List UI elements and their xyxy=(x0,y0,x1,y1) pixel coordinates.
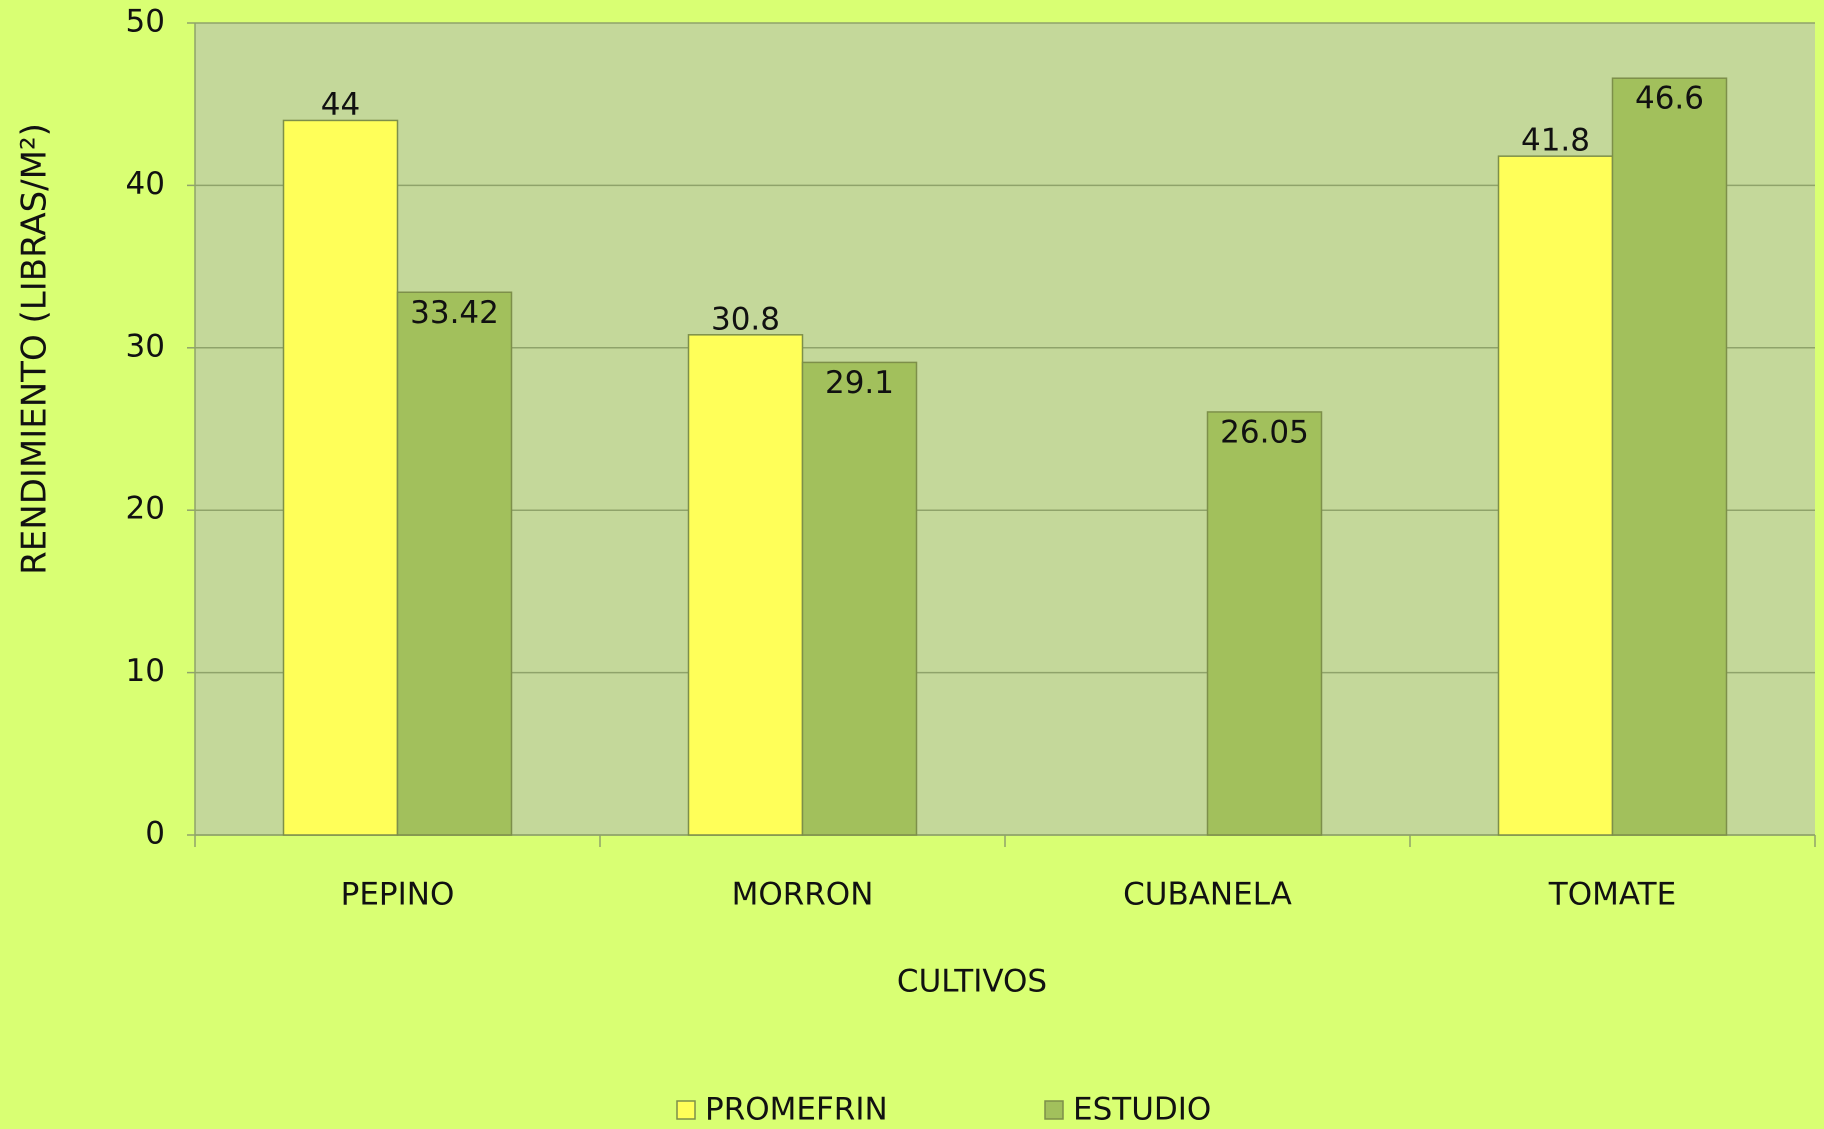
bar xyxy=(396,291,513,836)
legend-label: PROMEFRIN xyxy=(705,1092,888,1128)
legend-swatch xyxy=(676,1100,696,1120)
bar xyxy=(282,119,399,836)
y-tick-label: 0 xyxy=(145,816,165,852)
y-tick-label: 20 xyxy=(126,491,165,527)
bar xyxy=(1206,411,1323,836)
legend-label: ESTUDIO xyxy=(1073,1092,1211,1128)
bar xyxy=(687,334,804,836)
y-tick-label: 10 xyxy=(126,653,165,689)
x-tick-label: MORRON xyxy=(732,877,874,913)
data-label: 33.42 xyxy=(410,295,499,331)
data-label: 26.05 xyxy=(1220,414,1309,450)
data-label: 30.8 xyxy=(711,301,780,337)
x-tick-label: CUBANELA xyxy=(1123,877,1292,913)
data-label: 44 xyxy=(321,87,360,123)
x-tick-label: PEPINO xyxy=(341,877,455,913)
data-label: 46.6 xyxy=(1635,81,1704,117)
bar xyxy=(1611,77,1728,836)
x-axis-title: CULTIVOS xyxy=(897,964,1047,1000)
y-tick-label: 30 xyxy=(126,328,165,364)
bar xyxy=(801,361,918,836)
x-tick-label: TOMATE xyxy=(1548,877,1676,913)
bar xyxy=(1497,155,1614,836)
y-tick-label: 50 xyxy=(126,4,165,40)
legend-swatch xyxy=(1044,1100,1064,1120)
y-tick-label: 40 xyxy=(126,166,165,202)
data-label: 41.8 xyxy=(1521,123,1590,159)
y-axis-title: RENDIMIENTO (LIBRAS/M²) xyxy=(15,123,55,575)
data-label: 29.1 xyxy=(825,365,894,401)
